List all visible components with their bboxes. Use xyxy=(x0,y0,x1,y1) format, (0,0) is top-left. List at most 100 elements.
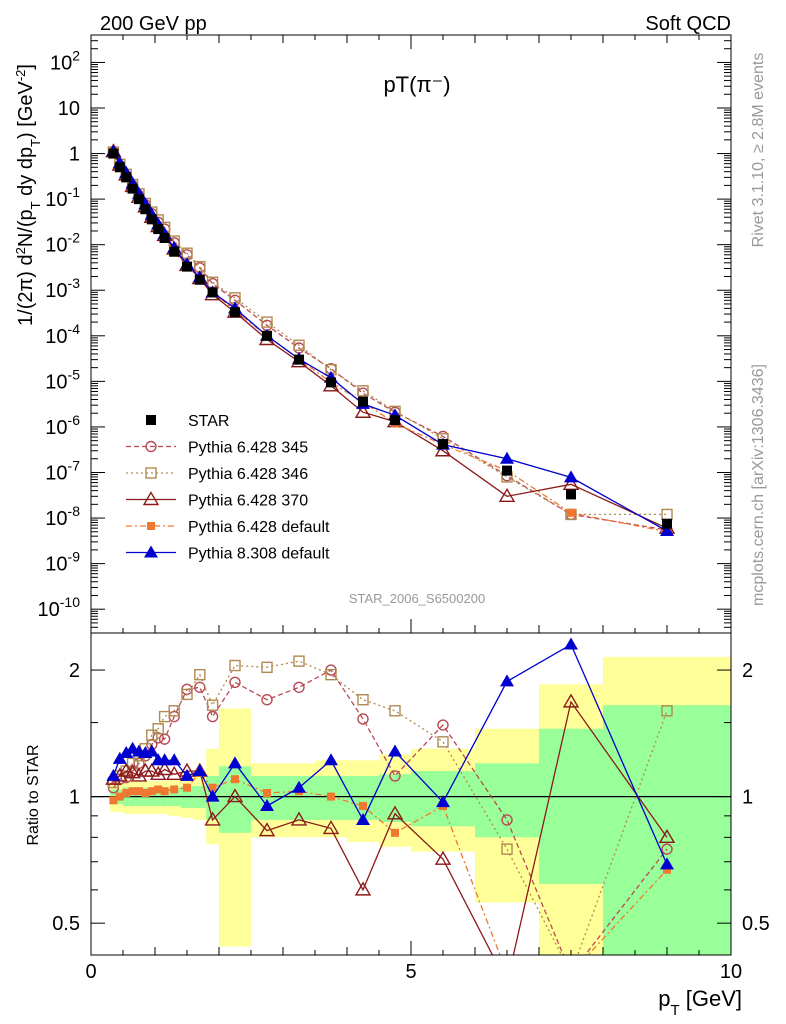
data-point xyxy=(140,204,151,215)
legend-marker xyxy=(145,440,157,453)
data-point xyxy=(434,442,452,457)
legend-marker xyxy=(146,415,156,425)
data-point xyxy=(194,274,205,285)
header-left: 200 GeV pp xyxy=(100,13,207,35)
ratio-point xyxy=(156,761,173,776)
ratio-point xyxy=(226,788,244,803)
y-tick-label: 10-6 xyxy=(45,412,80,439)
legend-entry: Pythia 6.428 370 xyxy=(126,491,308,510)
series-star xyxy=(108,148,672,529)
data-point xyxy=(660,523,674,536)
ratio-point xyxy=(165,765,183,780)
ratio-point xyxy=(661,705,673,717)
data-point xyxy=(169,246,180,257)
ratio-point xyxy=(157,753,172,766)
data-point xyxy=(127,183,138,194)
x-tick-label: 5 xyxy=(405,961,416,983)
ratio-point xyxy=(359,801,367,810)
ratio-point xyxy=(501,843,513,855)
ratio-point xyxy=(389,705,401,717)
y-tick-label: 10-9 xyxy=(45,549,80,576)
ratio-y-tick-label-right: 1 xyxy=(742,787,753,809)
ratio-point xyxy=(205,789,220,802)
ratio-series-group xyxy=(105,637,676,955)
axes: 0 5 10 10-10 10-9 10-8 10-7 10-6 10-5 10-4 10-3 10-… xyxy=(38,34,770,983)
data-point xyxy=(662,518,672,529)
ratio-point xyxy=(322,820,340,835)
data-point xyxy=(390,415,400,426)
legend-marker xyxy=(145,467,157,479)
ratio-point xyxy=(180,768,194,781)
ratio-point xyxy=(660,857,674,870)
band-green xyxy=(251,775,283,820)
legend-entry: Pythia 6.428 345 xyxy=(126,440,308,457)
ratio-panel-series xyxy=(105,637,676,955)
y-tick-label: 1 xyxy=(69,144,80,166)
ratio-y-tick-label-right: 0.5 xyxy=(742,913,770,935)
band-green xyxy=(475,763,539,838)
ratio-point xyxy=(147,787,156,796)
data-point xyxy=(230,307,240,318)
ratio-point xyxy=(181,688,193,701)
legend-label: Pythia 6.428 370 xyxy=(188,493,308,510)
data-point xyxy=(114,162,125,173)
ratio-point xyxy=(106,768,121,781)
ratio-point xyxy=(564,637,578,650)
ratio-point xyxy=(126,757,139,770)
ratio-point xyxy=(658,828,676,844)
ratio-bands xyxy=(91,656,731,955)
ratio-point xyxy=(130,767,148,782)
ratio-point xyxy=(293,655,305,667)
ratio-point xyxy=(258,822,276,837)
ratio-point xyxy=(661,843,673,855)
ratio-point xyxy=(324,753,338,766)
y-tick-label: 10-2 xyxy=(45,230,80,257)
data-point xyxy=(108,148,119,159)
ratio-point xyxy=(261,661,273,674)
x-axis-label: pT [GeV] xyxy=(658,986,742,1019)
legend-label: Pythia 6.428 346 xyxy=(188,466,308,483)
ratio-point xyxy=(354,881,372,896)
ratio-point xyxy=(229,676,241,689)
ratio-point xyxy=(388,744,402,757)
series-line xyxy=(112,152,668,531)
ratio-point xyxy=(562,693,580,708)
ratio-point xyxy=(437,736,449,748)
ratio-point xyxy=(437,719,449,731)
ratio-point xyxy=(357,713,369,725)
data-point xyxy=(358,396,368,407)
ratio-y-tick-label: 0.5 xyxy=(52,913,80,935)
data-point xyxy=(294,354,304,365)
y-tick-label: 102 xyxy=(50,47,80,74)
data-point xyxy=(438,439,448,450)
legend-entry: Pythia 8.308 default xyxy=(126,545,330,563)
data-point xyxy=(357,385,369,397)
ratio-point xyxy=(386,805,404,820)
y-tick-label: 10-10 xyxy=(38,594,81,621)
ratio-point xyxy=(152,732,164,744)
y-tick-label: 10-8 xyxy=(45,503,80,530)
ratio-point xyxy=(158,710,171,723)
ratio-point xyxy=(128,787,137,796)
ratio-point xyxy=(389,770,401,782)
legend-entry: Pythia 6.428 default xyxy=(126,519,330,536)
data-point xyxy=(159,233,170,244)
ratio-y-tick-label: 1 xyxy=(69,787,80,809)
ratio-point xyxy=(194,681,206,693)
legend-label: Pythia 8.308 default xyxy=(188,546,330,563)
ratio-line xyxy=(112,669,668,955)
ratio-point xyxy=(434,850,452,865)
data-point xyxy=(293,339,305,351)
ratio-point xyxy=(356,812,370,825)
ratio-point xyxy=(206,710,219,723)
y-tick-label: 10-5 xyxy=(45,366,80,393)
ratio-point xyxy=(109,796,118,805)
ratio-point xyxy=(122,788,131,797)
band-green xyxy=(539,728,603,884)
ratio-point xyxy=(143,762,161,777)
ratio-point xyxy=(146,729,158,741)
ratio-point xyxy=(124,764,141,779)
ratio-point xyxy=(436,795,450,808)
legend-entry: STAR xyxy=(146,413,229,430)
ratio-point xyxy=(229,659,241,672)
